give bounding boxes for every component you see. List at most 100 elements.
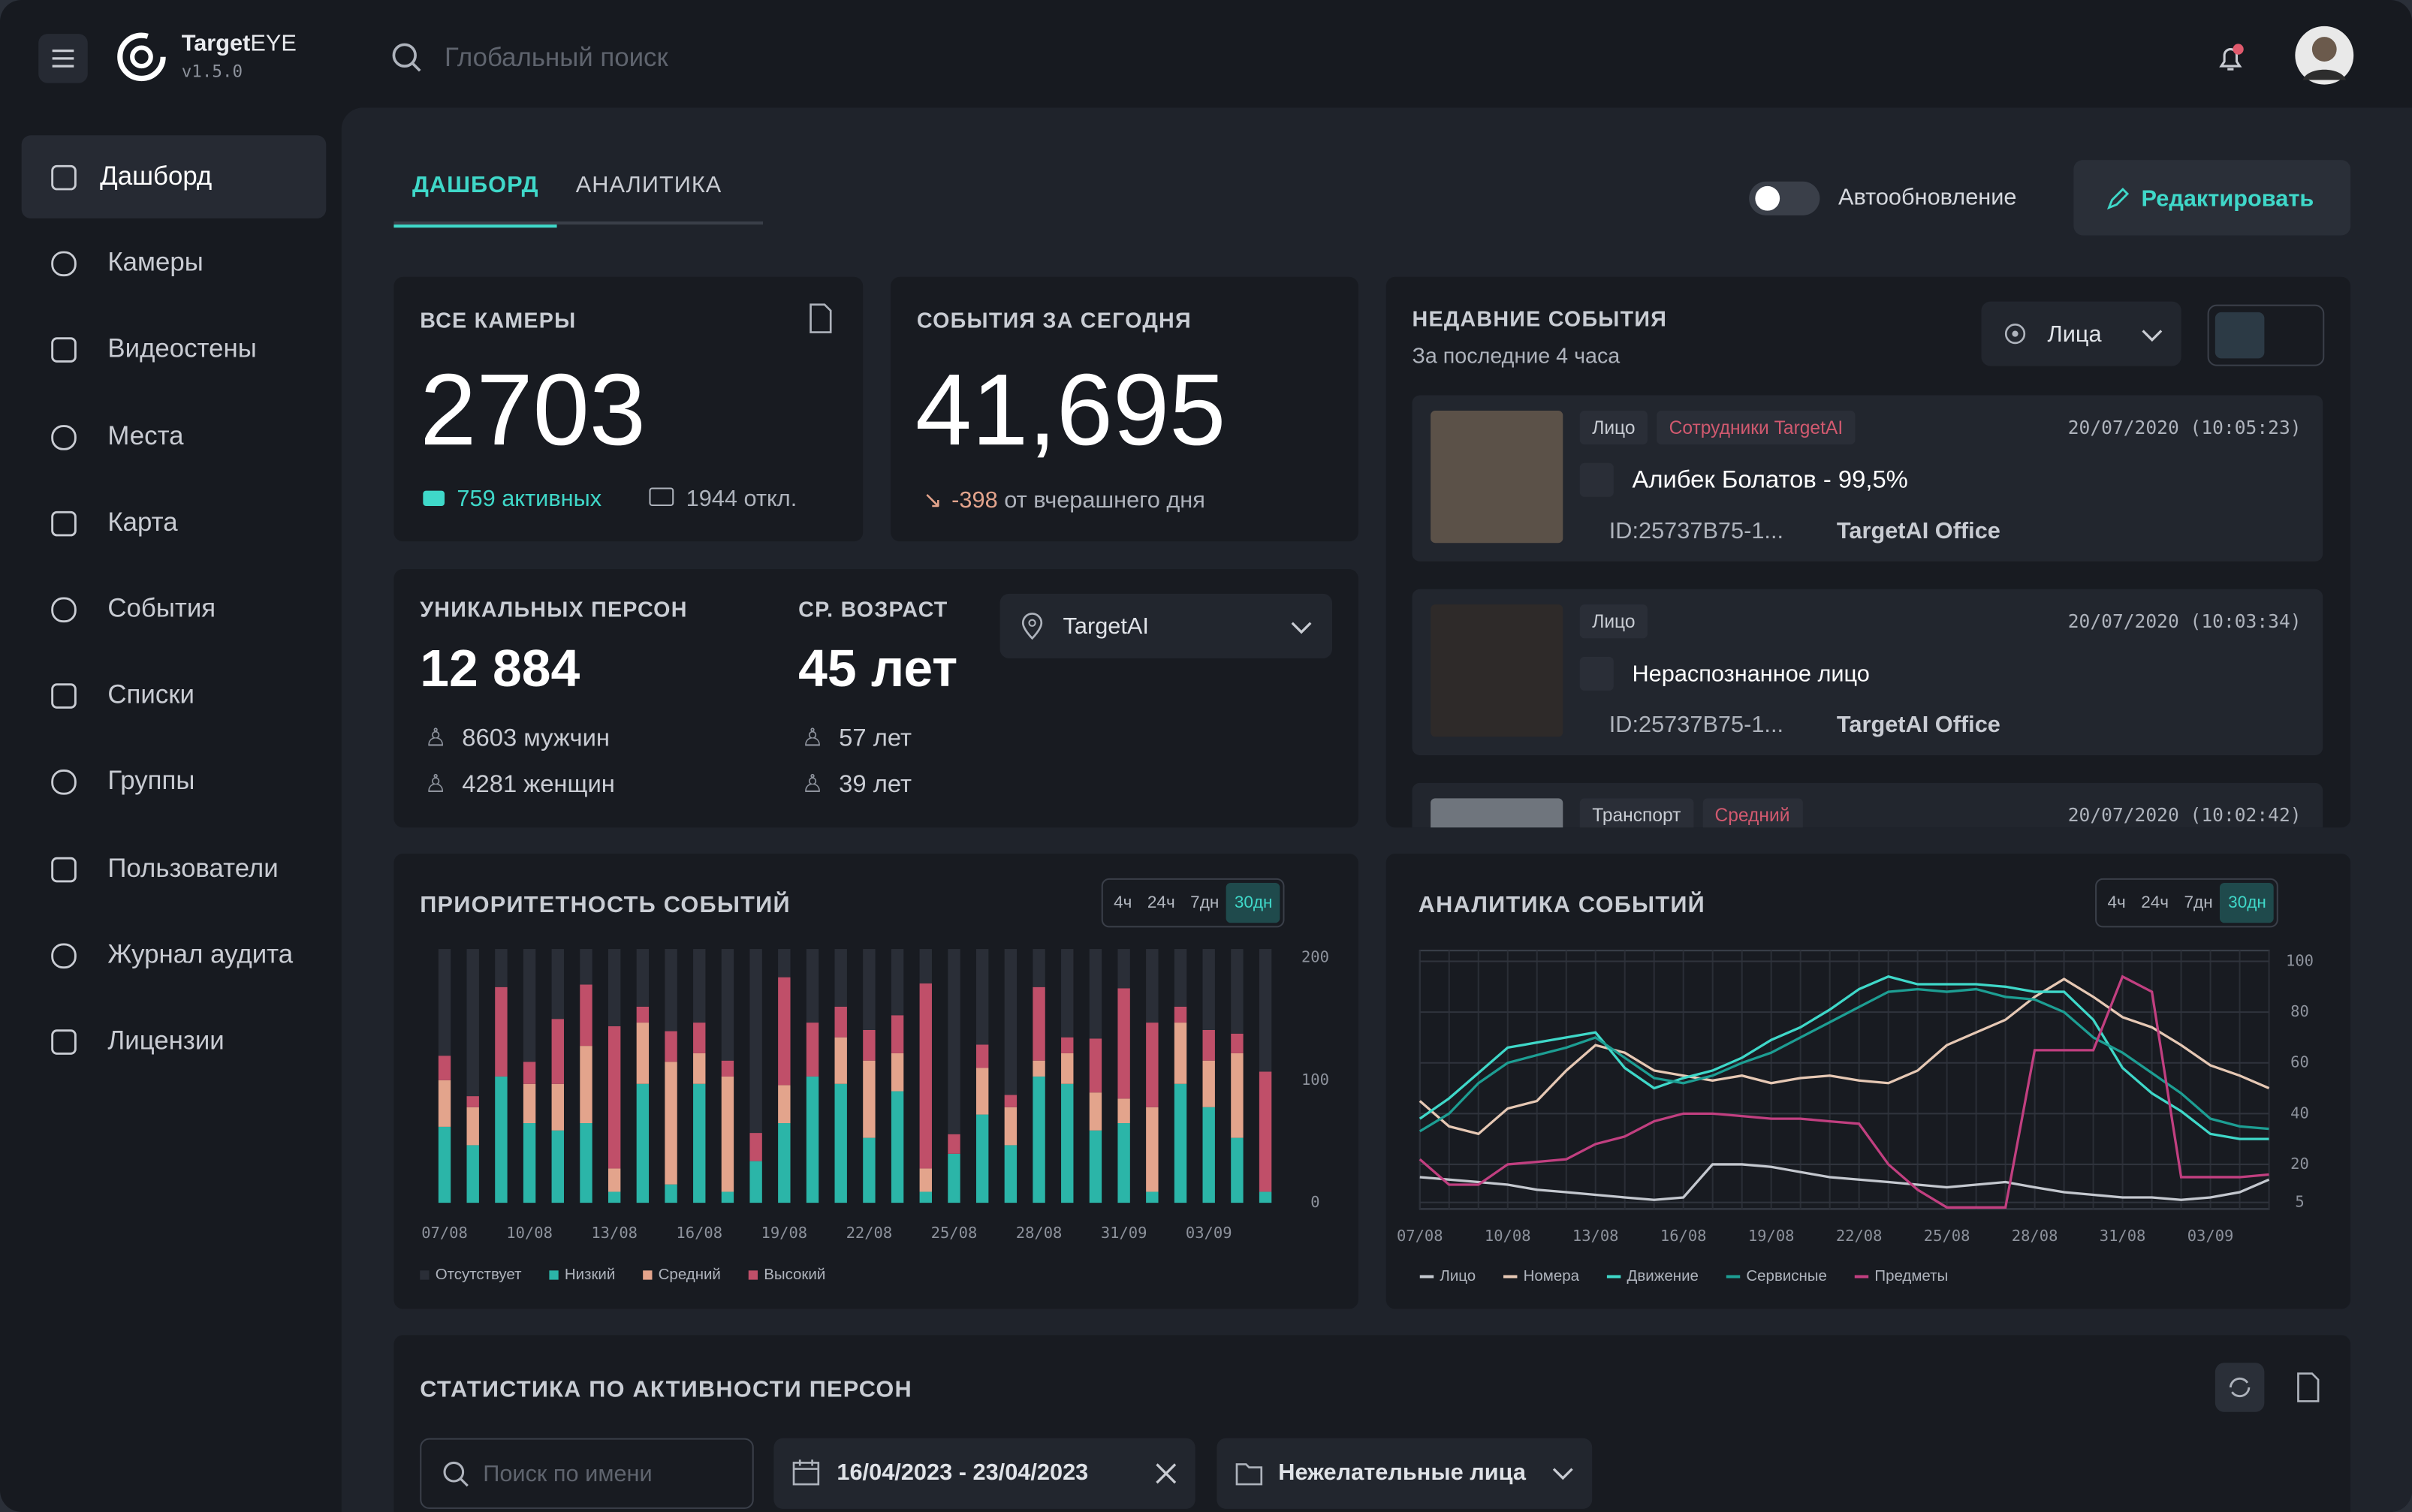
bar-segment bbox=[636, 1006, 650, 1023]
range-option[interactable]: 24ч bbox=[2141, 893, 2169, 912]
range-option[interactable]: 30дн bbox=[2220, 883, 2275, 923]
bar-segment bbox=[1033, 1076, 1045, 1203]
nav-item[interactable]: Лицензии bbox=[22, 1000, 327, 1083]
bar-segment bbox=[1231, 949, 1244, 1034]
x-tick-label: 28/08 bbox=[2012, 1227, 2058, 1245]
nav-item[interactable]: Пользователи bbox=[22, 827, 327, 910]
bar-segment bbox=[1174, 1023, 1187, 1084]
menu-button[interactable] bbox=[38, 34, 88, 83]
cameras-card: ВСЕ КАМЕРЫ 2703 759 активных 1944 откл. bbox=[393, 276, 864, 542]
event-tag: Лицо bbox=[1579, 411, 1648, 445]
bar-segment bbox=[1202, 949, 1215, 1030]
name-search[interactable]: Поиск по имени bbox=[420, 1438, 754, 1509]
persons-women: ♙ 4281 женщин bbox=[424, 772, 615, 799]
legend-label: Движение bbox=[1627, 1267, 1699, 1285]
range-option[interactable]: 4ч bbox=[2107, 893, 2126, 912]
folder-icon bbox=[1235, 1463, 1263, 1486]
women-text: 4281 женщин bbox=[462, 772, 615, 799]
tab[interactable]: ДАШБОРД bbox=[393, 172, 558, 228]
range-selector: 4ч 24ч 7дн 30дн bbox=[1101, 878, 1285, 928]
nav-item[interactable]: Карта bbox=[22, 481, 327, 565]
date-value: 16/04/2023 - 23/04/2023 bbox=[837, 1459, 1089, 1486]
nav-item[interactable]: Журнал аудита bbox=[22, 914, 327, 997]
clear-icon[interactable] bbox=[1155, 1462, 1177, 1484]
x-tick-label: 16/08 bbox=[1660, 1227, 1707, 1245]
nav-item[interactable]: Камеры bbox=[22, 221, 327, 305]
avatar[interactable] bbox=[2293, 25, 2355, 86]
tab[interactable]: АНАЛИТИКА bbox=[575, 172, 722, 199]
global-search[interactable]: Глобальный поиск bbox=[387, 38, 1310, 78]
refresh-button[interactable] bbox=[2215, 1363, 2265, 1412]
delta-text: от вчерашнего дня bbox=[1004, 487, 1205, 514]
cameras-offline: 1944 откл. bbox=[649, 486, 797, 512]
nav-item[interactable]: Списки bbox=[22, 654, 327, 737]
range-option[interactable]: 4ч bbox=[1114, 893, 1132, 912]
nav-item[interactable]: Места bbox=[22, 395, 327, 478]
nav-item[interactable]: Дашборд bbox=[21, 135, 327, 218]
nav-item[interactable]: Видеостены bbox=[22, 309, 327, 392]
age-title: СР. ВОЗРАСТ bbox=[798, 596, 948, 622]
brand-name: Target bbox=[181, 30, 251, 57]
bar-segment bbox=[466, 1096, 479, 1107]
range-option[interactable]: 24ч bbox=[1147, 893, 1175, 912]
persons-value: 12 884 bbox=[420, 640, 580, 699]
bar-segment bbox=[608, 1191, 621, 1203]
nav-item[interactable]: Группы bbox=[22, 740, 327, 824]
range-option[interactable]: 7дн bbox=[2184, 893, 2213, 912]
bar-segment bbox=[834, 1006, 847, 1038]
bar-segment bbox=[975, 1068, 989, 1115]
view-toggle[interactable] bbox=[2207, 304, 2325, 366]
bar-segment bbox=[1089, 949, 1102, 1039]
bar-segment bbox=[891, 1015, 904, 1053]
x-tick-label: 16/08 bbox=[676, 1224, 722, 1242]
stats-card: СТАТИСТИКА ПО АКТИВНОСТИ ПЕРСОН Поиск по… bbox=[393, 1335, 2351, 1512]
nav-icon bbox=[51, 164, 77, 191]
nav-icon bbox=[51, 597, 77, 623]
bar-segment bbox=[1033, 986, 1045, 1061]
csv-icon[interactable] bbox=[807, 303, 832, 334]
bar-segment bbox=[1231, 1033, 1244, 1053]
bar-segment bbox=[1061, 1053, 1074, 1084]
date-range[interactable]: 16/04/2023 - 23/04/2023 bbox=[773, 1438, 1195, 1509]
x-tick-label: 31/08 bbox=[2100, 1227, 2146, 1245]
bar-segment bbox=[834, 1083, 847, 1203]
y-tick-label: 100 bbox=[2286, 951, 2314, 969]
edit-button[interactable]: Редактировать bbox=[2073, 160, 2351, 236]
nav-icon bbox=[51, 943, 77, 968]
event-place: TargetAI Office bbox=[1836, 518, 2000, 545]
nav-item[interactable]: События bbox=[22, 568, 327, 651]
legend-label: Лицо bbox=[1440, 1267, 1476, 1285]
list-select[interactable]: Нежелательные лица bbox=[1217, 1438, 1593, 1509]
csv-icon[interactable] bbox=[2295, 1372, 2320, 1403]
notifications[interactable] bbox=[2212, 40, 2249, 77]
card-title: ВСЕ КАМЕРЫ bbox=[420, 307, 577, 333]
place-select[interactable]: TargetAI bbox=[999, 593, 1333, 658]
y-tick-label: 60 bbox=[2290, 1053, 2309, 1071]
line-series bbox=[1419, 1163, 2270, 1201]
bar-segment bbox=[438, 1080, 451, 1127]
bar-segment bbox=[1231, 1053, 1244, 1138]
bar-segment bbox=[580, 1123, 592, 1203]
bar-segment bbox=[778, 977, 791, 1086]
y-tick-label: 5 bbox=[2295, 1193, 2304, 1211]
autoupdate-toggle[interactable] bbox=[1749, 181, 1820, 215]
nav-icon bbox=[51, 424, 77, 450]
bar-segment bbox=[1117, 988, 1130, 1099]
tabs-underline bbox=[393, 221, 764, 225]
legend-label: Сервисные bbox=[1746, 1267, 1826, 1285]
legend-label: Средний bbox=[659, 1266, 721, 1283]
legend-label: Высокий bbox=[764, 1266, 825, 1283]
range-option[interactable]: 7дн bbox=[1190, 893, 1220, 912]
bar-segment bbox=[466, 1145, 479, 1203]
bar-segment bbox=[919, 1191, 932, 1203]
bar-segment bbox=[1146, 1023, 1159, 1107]
bar-segment bbox=[1202, 1029, 1215, 1061]
cameras-active: 759 активных bbox=[423, 486, 601, 512]
edit-icon bbox=[2106, 187, 2130, 210]
filter-select[interactable]: Лица bbox=[1981, 301, 2181, 366]
range-option[interactable]: 30дн bbox=[1226, 883, 1280, 923]
legend-swatch bbox=[549, 1270, 559, 1280]
bar-segment bbox=[863, 1060, 876, 1138]
bar-segment bbox=[975, 1114, 989, 1203]
event-time: 20/07/2020 (10:02:42) bbox=[2067, 804, 2302, 827]
